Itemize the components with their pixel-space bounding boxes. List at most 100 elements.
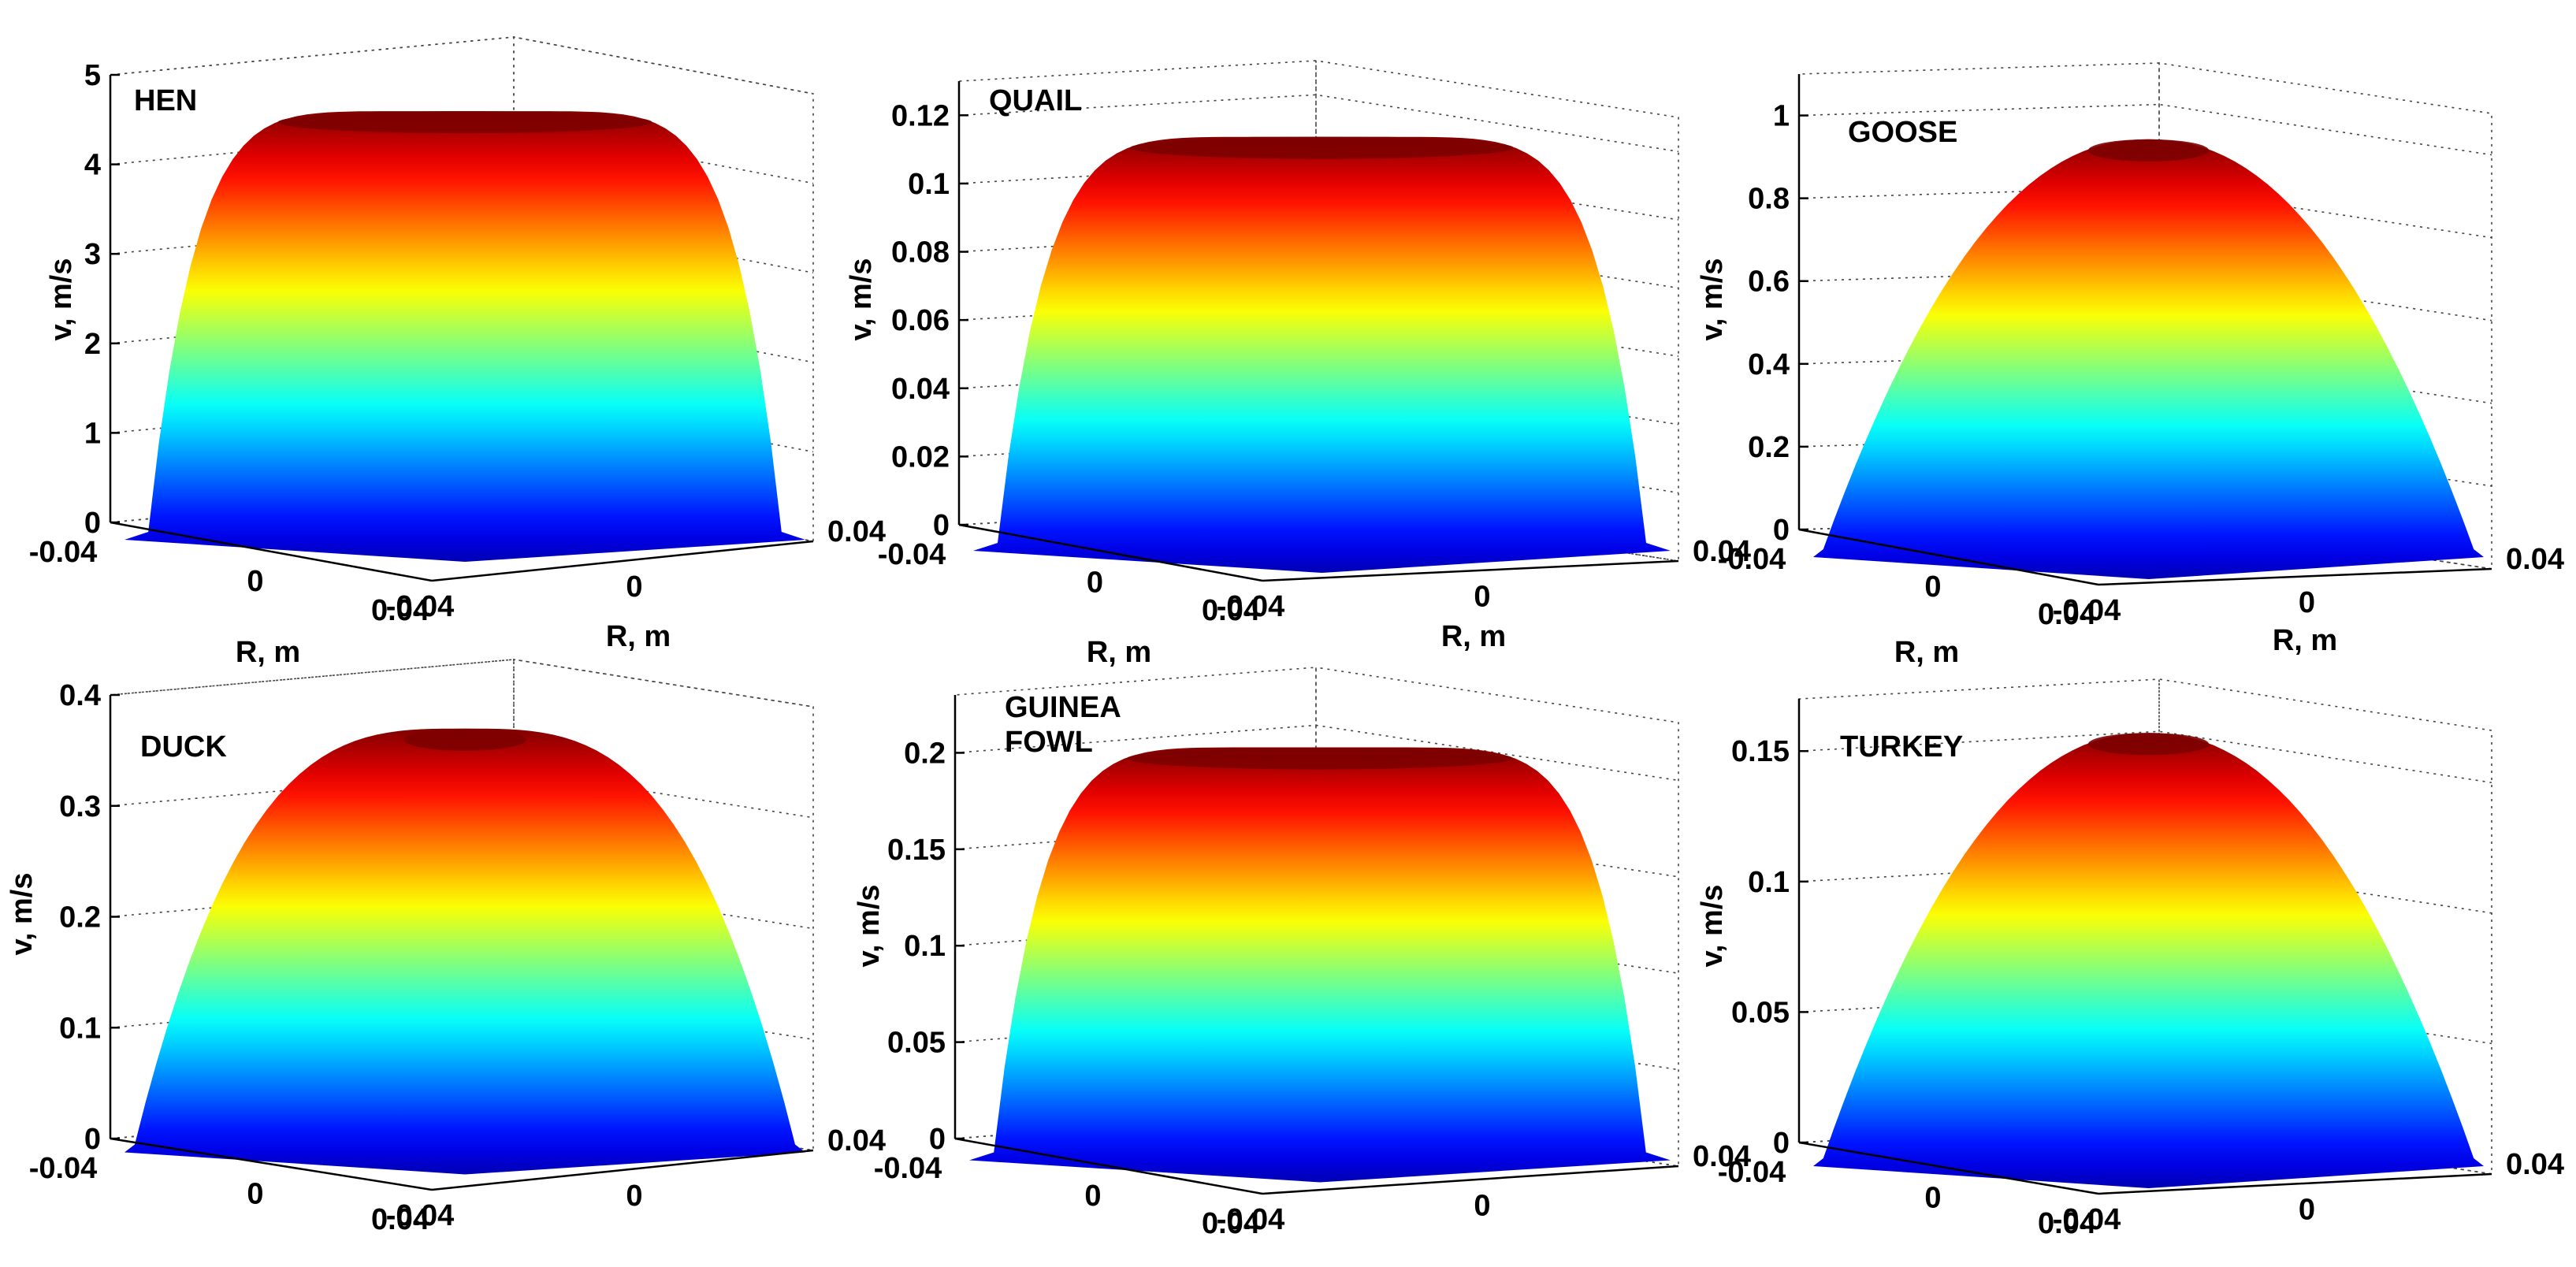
z-tick-label: 3: [84, 238, 101, 271]
z-tick-label: 0.2: [1748, 431, 1790, 464]
x-tick-label: 0.04: [371, 594, 429, 627]
surface-peak-cap: [1127, 747, 1513, 770]
y-axis: [2098, 567, 2492, 586]
z-tick-label: 0.06: [891, 304, 950, 337]
back-wall-right: [1315, 60, 1679, 562]
panel-title: TURKEY: [1840, 730, 1963, 764]
y-tick-label: 0: [2299, 1194, 2315, 1227]
z-tick-label: 0.12: [891, 99, 950, 132]
z-tick-label: 0.1: [908, 168, 950, 201]
x-axis: [954, 1137, 1263, 1195]
y-tick-label: -0.04: [2053, 1203, 2121, 1236]
x-tick-label: 0: [1924, 570, 1941, 604]
velocity-surface: [125, 111, 805, 563]
z-tick-label: 0.4: [59, 679, 101, 712]
x-axis-label: R, m: [1894, 636, 1959, 669]
y-axis-label: R, m: [1441, 620, 1506, 653]
y-axis: [1262, 1165, 1679, 1195]
z-tick-label: 0.02: [891, 440, 950, 474]
y-tick-label: -0.04: [1217, 1203, 1285, 1236]
y-tick-label: -0.04: [386, 1199, 455, 1232]
x-tick-label: -0.04: [1718, 1156, 1786, 1189]
z-tick-label: 0.2: [904, 737, 946, 770]
y-tick-label: 0.04: [2506, 543, 2564, 576]
x-axis-label: R, m: [236, 636, 300, 669]
surface-peak-cap: [277, 111, 652, 134]
y-axis: [431, 540, 814, 582]
z-tick-label: 0.1: [904, 930, 946, 963]
x-axis-label: R, m: [1087, 636, 1151, 669]
y-tick-label: 0.04: [2506, 1148, 2564, 1181]
x-tick-label: 0.04: [371, 1203, 429, 1236]
z-tick-label: 0.08: [891, 236, 950, 269]
x-tick-label: -0.04: [29, 1152, 98, 1185]
z-gridline: [110, 36, 814, 95]
z-tick-label: 0.6: [1748, 266, 1790, 299]
surface-peak-cap: [1130, 136, 1514, 159]
x-tick-label: -0.04: [1718, 543, 1786, 576]
y-tick-label: 0: [2299, 586, 2315, 619]
x-tick-label: 0.04: [2038, 598, 2096, 631]
y-tick-label: 0.04: [1693, 535, 1751, 568]
z-tick-label: 0.15: [887, 834, 946, 867]
z-axis-label: v, m/s: [6, 873, 39, 956]
z-tick-label: 0.2: [59, 901, 101, 934]
y-tick-label: 0: [626, 1180, 642, 1213]
back-wall-right: [513, 659, 814, 1151]
velocity-surface: [125, 728, 805, 1175]
z-tick-label: 0.8: [1748, 183, 1790, 216]
z-axis-label: v, m/s: [853, 885, 886, 968]
y-tick-label: 0: [1474, 581, 1490, 614]
surface-peak-cap: [2087, 733, 2210, 756]
z-tick-label: 0.4: [1748, 348, 1790, 381]
panel-title: DUCK: [140, 730, 227, 764]
z-tick-label: 0.05: [887, 1027, 946, 1060]
y-axis: [431, 1149, 814, 1191]
y-tick-label: 0: [626, 570, 642, 604]
z-axis-label: v, m/s: [1696, 258, 1729, 341]
surface-peak-cap: [403, 728, 526, 751]
z-tick-label: 2: [84, 328, 101, 361]
z-tick-label: 0: [84, 507, 101, 540]
panel-title: HEN: [134, 84, 197, 117]
y-tick-label: 0: [1474, 1190, 1490, 1223]
panel-title: GOOSE: [1848, 116, 1957, 149]
y-tick-label: -0.04: [1217, 590, 1285, 623]
x-tick-label: 0: [247, 1178, 263, 1211]
z-tick-label: 0: [929, 1123, 946, 1156]
z-tick-label: 5: [84, 59, 101, 92]
z-tick-label: 0.04: [891, 373, 950, 406]
x-tick-label: 0: [247, 565, 263, 598]
x-axis: [110, 521, 433, 582]
x-tick-label: 0: [1924, 1182, 1941, 1215]
x-tick-label: 0.04: [2038, 1207, 2096, 1240]
surface-peak-cap: [2087, 139, 2210, 162]
x-tick-label: -0.04: [29, 536, 98, 569]
z-tick-label: 4: [84, 149, 101, 182]
x-tick-label: -0.04: [878, 538, 946, 571]
y-axis-label: R, m: [606, 620, 671, 653]
panel-title: GUINEA FOWL: [1005, 691, 1121, 759]
velocity-surface: [969, 747, 1671, 1183]
z-axis-label: v, m/s: [1696, 885, 1729, 968]
z-tick-label: 0.05: [1731, 996, 1790, 1029]
y-axis: [1262, 559, 1679, 582]
x-tick-label: 0: [1087, 567, 1103, 600]
x-tick-label: -0.04: [874, 1152, 942, 1185]
z-tick-label: 0: [933, 509, 950, 542]
x-tick-label: 0.04: [1202, 594, 1260, 627]
z-tick-label: 0: [1773, 514, 1790, 547]
back-wall-right: [1315, 667, 1679, 1167]
y-tick-label: 0.04: [827, 1124, 886, 1157]
z-axis-label: v, m/s: [45, 258, 78, 341]
y-axis-label: R, m: [2273, 624, 2337, 657]
velocity-surface: [1813, 733, 2484, 1188]
x-axis: [1798, 1141, 2099, 1195]
x-axis: [110, 1137, 433, 1191]
z-tick-label: 0: [84, 1123, 101, 1156]
